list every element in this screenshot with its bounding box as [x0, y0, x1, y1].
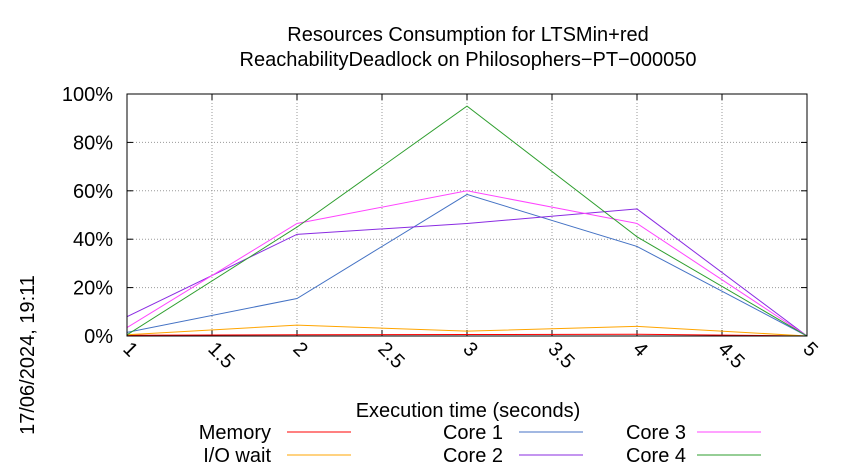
- x-tick-label: 4: [628, 338, 651, 361]
- series-line-core-1: [126, 193, 808, 337]
- x-tick-label: 2: [288, 338, 311, 361]
- legend-label: Memory: [199, 422, 271, 444]
- legend-label: Core 1: [443, 422, 503, 444]
- x-tick-label: 4.5: [713, 338, 748, 373]
- series-line-core-4: [126, 105, 808, 337]
- series-line-memory: [126, 333, 808, 337]
- grid: [126, 93, 808, 337]
- legend-label: Core 3: [626, 422, 686, 444]
- y-tick-label: 80%: [73, 132, 113, 154]
- y-tick-label: 20%: [73, 278, 113, 300]
- x-tick-label: 2.5: [373, 338, 408, 373]
- x-tick-label: 5: [798, 338, 821, 361]
- x-tick-label: 1.5: [203, 338, 238, 373]
- series-line-i-o-wait: [126, 324, 808, 337]
- plot-border: [126, 93, 808, 337]
- y-tick-label: 0%: [84, 326, 113, 348]
- chart-title-line-2: ReachabilityDeadlock on Philosophers−PT−…: [240, 49, 697, 71]
- chart-title-line-1: Resources Consumption for LTSMin+red: [287, 24, 648, 46]
- series-line-core-3: [126, 190, 808, 337]
- y-axis-ticks: 0% 20% 40% 60% 80% 100%: [62, 84, 807, 348]
- y-tick-label: 60%: [73, 181, 113, 203]
- x-tick-label: 1: [118, 338, 141, 361]
- x-axis-label: Execution time (seconds): [356, 400, 581, 422]
- legend-label: I/O wait: [203, 445, 271, 467]
- legend-label: Core 2: [443, 445, 503, 467]
- x-tick-label: 3.5: [543, 338, 578, 373]
- timestamp: 17/06/2024, 19:11: [17, 275, 39, 435]
- y-tick-label: 100%: [62, 84, 113, 106]
- y-tick-label: 40%: [73, 229, 113, 251]
- x-tick-label: 3: [458, 338, 481, 361]
- series-lines: [126, 105, 808, 337]
- legend-label: Core 4: [626, 445, 686, 467]
- series-line-core-2: [126, 208, 808, 337]
